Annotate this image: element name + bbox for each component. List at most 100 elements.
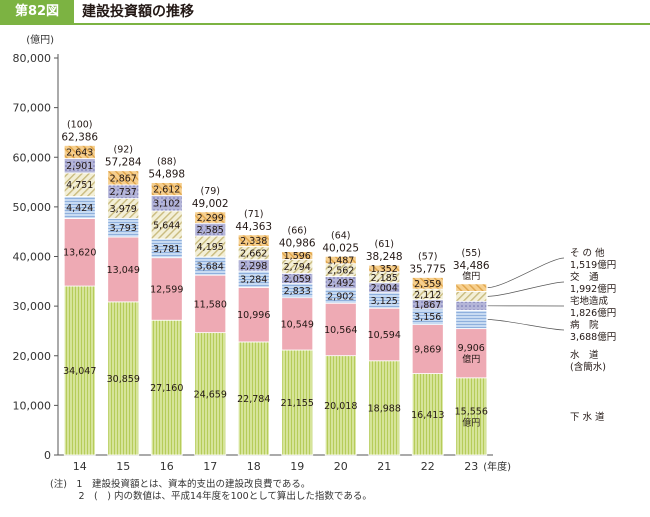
total-label: 44,363 <box>235 221 272 233</box>
segment-value-label: 3,793 <box>110 223 137 234</box>
segment-value-label: 1,596 <box>284 251 311 262</box>
bar-segment-water <box>368 307 401 362</box>
segment-value-label: 24,659 <box>194 389 227 400</box>
y-tick-label: 0 <box>44 449 51 462</box>
bar-segment-water <box>411 324 444 374</box>
x-tick-label: 17 <box>203 460 217 473</box>
segment-value-label: 9,906 <box>458 343 485 354</box>
bar-segment-other <box>237 234 270 247</box>
segment-value-label: 2,794 <box>284 262 311 273</box>
segment-value-label: 34,047 <box>63 366 96 377</box>
bar-segment-water <box>237 286 270 343</box>
bar-segment-water <box>63 218 96 287</box>
legend-label-other: 1,519億円 <box>570 259 616 271</box>
bar-segment-traffic <box>150 210 183 240</box>
segment-unit-label: 億円 <box>462 353 480 365</box>
y-axis-unit: (億円) <box>26 33 54 46</box>
segment-value-label: 3,125 <box>371 296 398 307</box>
x-axis-unit: (年度) <box>483 460 511 473</box>
y-tick-label: 10,000 <box>13 399 52 412</box>
index-label: (92) <box>113 145 133 156</box>
legend-label-residential: 1,826億円 <box>570 307 616 319</box>
segment-value-label: 4,195 <box>197 242 224 253</box>
bar-segment-hospital <box>455 309 488 330</box>
segment-value-label: 2,359 <box>414 279 441 290</box>
y-tick-label: 50,000 <box>13 201 52 214</box>
segment-value-label: 2,585 <box>197 225 224 236</box>
segment-value-label: 2,737 <box>110 187 137 198</box>
segment-value-label: 2,059 <box>284 274 311 285</box>
segment-value-label: 3,979 <box>110 204 137 215</box>
legend-label-traffic: 交 通 <box>570 271 599 283</box>
segment-value-label: 27,160 <box>150 383 183 394</box>
segment-value-label: 2,901 <box>66 161 93 172</box>
segment-value-label: 3,156 <box>414 312 441 323</box>
figure-header: 第82図 建設投資額の推移 <box>0 0 650 26</box>
legend-leader-line <box>487 319 565 331</box>
x-tick-label: 16 <box>160 460 174 473</box>
footnote-1: (注) 1 建設投資額とは、資本的支出の建設改良費である。 <box>50 479 311 490</box>
segment-value-label: 2,298 <box>240 261 267 272</box>
segment-value-label: 2,492 <box>327 278 354 289</box>
segment-unit-label: 億円 <box>462 416 480 428</box>
x-tick-label: 21 <box>377 460 391 473</box>
segment-value-label: 2,867 <box>110 173 137 184</box>
bar-segment-sewer <box>324 355 357 456</box>
bar-segment-other <box>63 145 96 159</box>
index-label: (88) <box>157 157 177 168</box>
segment-value-label: 13,049 <box>107 265 140 276</box>
total-label: 49,002 <box>192 198 229 210</box>
bar-segment-sewer <box>411 373 444 456</box>
legend-label-traffic: 1,992億円 <box>570 283 616 295</box>
segment-value-label: 15,556 <box>455 406 488 417</box>
x-tick-label: 18 <box>247 460 261 473</box>
segment-value-label: 2,004 <box>371 283 398 294</box>
bar-segment-sewer <box>63 285 96 456</box>
index-label: (71) <box>244 209 264 220</box>
total-label: 54,898 <box>148 169 185 181</box>
segment-value-label: 30,859 <box>107 374 140 385</box>
legend-label-water: 水 道 <box>570 349 599 361</box>
segment-value-label: 5,644 <box>153 220 180 231</box>
total-label: 57,284 <box>105 157 142 169</box>
y-tick-label: 30,000 <box>13 300 52 313</box>
index-label: (79) <box>200 186 220 197</box>
bar-segment-other <box>411 277 444 290</box>
segment-value-label: 3,684 <box>197 262 224 273</box>
bar-segment-water <box>455 328 488 379</box>
index-label: (66) <box>287 226 307 237</box>
x-tick-label: 15 <box>116 460 130 473</box>
bar-segment-other <box>150 182 183 196</box>
total-label: 62,386 <box>61 131 98 143</box>
segment-value-label: 1,867 <box>414 300 441 311</box>
segment-value-label: 2,299 <box>197 213 224 224</box>
total-label: 40,025 <box>322 242 359 254</box>
total-label: 38,248 <box>366 251 403 263</box>
total-unit-label: 億円 <box>462 270 480 282</box>
legend-label-hospital: 病 院 <box>570 319 599 331</box>
y-tick-label: 20,000 <box>13 350 52 363</box>
x-tick-label: 22 <box>421 460 435 473</box>
total-label: 34,486 <box>453 260 490 272</box>
segment-value-label: 2,185 <box>371 273 398 284</box>
segment-value-label: 3,781 <box>153 244 180 255</box>
legend-label-water: (含簡水) <box>570 361 606 373</box>
segment-value-label: 21,155 <box>281 398 314 409</box>
segment-value-label: 3,102 <box>153 199 180 210</box>
x-tick-label: 23 <box>464 460 478 473</box>
footnotes: (注) 1 建設投資額とは、資本的支出の建設改良費である。 2 ( ) 内の数値… <box>50 479 372 503</box>
y-tick-label: 40,000 <box>13 251 52 264</box>
segment-value-label: 20,018 <box>324 401 357 412</box>
index-label: (64) <box>331 230 351 241</box>
segment-value-label: 2,612 <box>153 185 180 196</box>
legend-label-residential: 宅地造成 <box>570 295 609 307</box>
segment-value-label: 2,643 <box>66 147 93 158</box>
segment-value-label: 10,549 <box>281 319 314 330</box>
header-rule <box>0 23 650 25</box>
segment-value-label: 9,869 <box>414 345 441 356</box>
bar-segment-water <box>150 257 183 321</box>
figure-number-badge: 第82図 <box>0 0 74 23</box>
bar-segment-sewer <box>237 341 270 456</box>
bar-segment-water <box>281 297 314 351</box>
index-label: (57) <box>418 251 438 262</box>
